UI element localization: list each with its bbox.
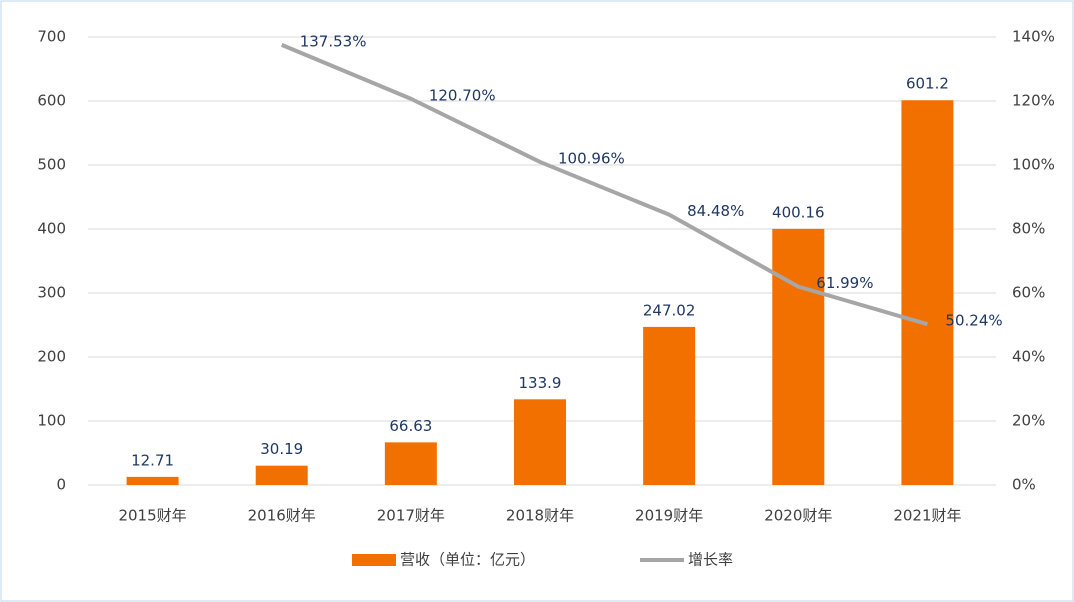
x-tick-label: 2018财年 (506, 507, 574, 525)
bar (255, 465, 308, 485)
bar-value-label: 247.02 (643, 301, 696, 319)
x-tick-label: 2015财年 (118, 507, 186, 525)
y-tick-label: 500 (37, 156, 66, 174)
y-tick-label: 100 (37, 412, 66, 430)
x-tick-label: 2017财年 (377, 507, 445, 525)
bar-value-label: 30.19 (260, 440, 303, 458)
line-value-label: 100.96% (558, 149, 625, 167)
line-value-label: 84.48% (687, 202, 744, 220)
bar (126, 476, 179, 485)
y2-tick-label: 120% (1012, 92, 1055, 110)
bar (901, 100, 954, 486)
line-value-label: 120.70% (429, 86, 496, 104)
y2-tick-label: 60% (1012, 284, 1045, 302)
bar-value-label: 601.2 (906, 75, 949, 93)
line-value-label: 50.24% (945, 312, 1002, 330)
y-tick-label: 200 (37, 348, 66, 366)
line (280, 43, 928, 327)
legend-swatch (352, 554, 396, 566)
y-tick-label: 0 (56, 476, 66, 494)
bar (643, 326, 696, 485)
x-tick-label: 2019财年 (635, 507, 703, 525)
x-tick-label: 2021财年 (893, 507, 961, 525)
bar (514, 399, 566, 485)
y2-tick-label: 40% (1012, 348, 1045, 366)
y-tick-label: 300 (37, 284, 66, 302)
y2-tick-label: 100% (1012, 156, 1055, 174)
x-tick-label: 2020财年 (764, 507, 832, 525)
x-tick-label: 2016财年 (248, 507, 316, 525)
bar-value-label: 400.16 (772, 203, 825, 221)
y2-tick-label: 20% (1012, 412, 1045, 430)
y2-tick-label: 0% (1012, 476, 1036, 494)
y-tick-label: 600 (37, 92, 66, 110)
line-value-label: 137.53% (300, 32, 367, 50)
legend-label: 营收（单位：亿元） (400, 551, 535, 569)
bar-value-label: 133.9 (519, 374, 562, 392)
y2-tick-label: 80% (1012, 220, 1045, 238)
legend-label: 增长率 (688, 551, 733, 569)
y2-tick-label: 140% (1012, 28, 1055, 46)
bar (772, 228, 825, 486)
bar-value-label: 12.71 (131, 451, 174, 469)
bar-value-label: 66.63 (389, 417, 432, 435)
y-tick-label: 400 (37, 220, 66, 238)
y-tick-label: 700 (37, 28, 66, 46)
line-value-label: 61.99% (816, 274, 873, 292)
bar (384, 442, 437, 485)
